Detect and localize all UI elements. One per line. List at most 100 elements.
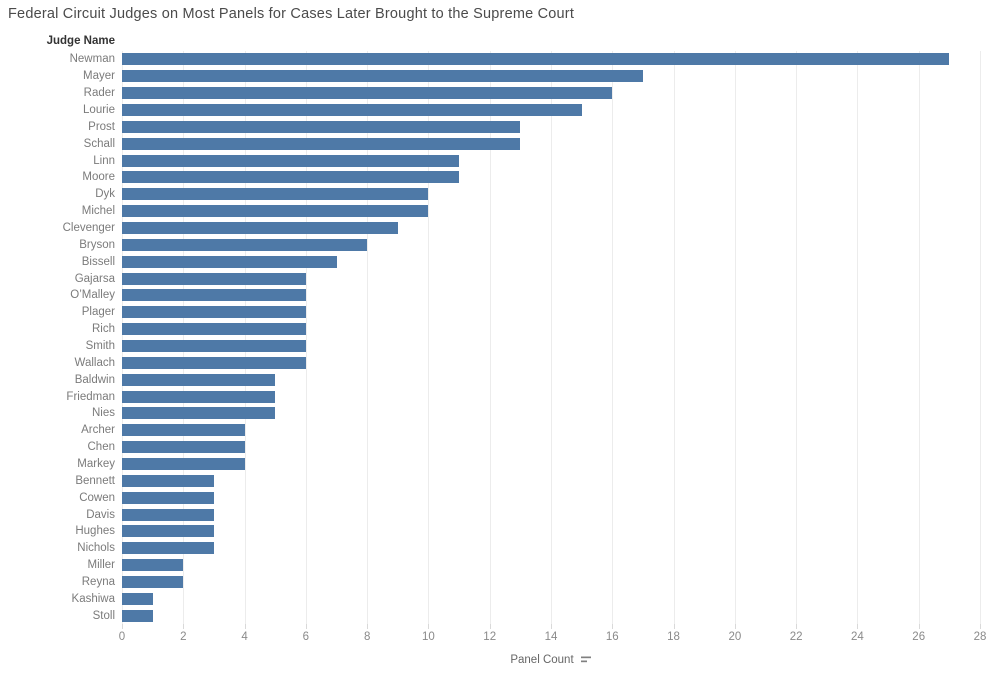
judge-label: Michel — [81, 205, 115, 218]
bar[interactable] — [122, 306, 306, 319]
bar[interactable] — [122, 188, 429, 201]
bar[interactable] — [122, 356, 306, 369]
judge-label: Moore — [82, 171, 115, 184]
bar-track — [122, 422, 980, 439]
judge-label: Lourie — [83, 104, 115, 116]
judge-label: Rader — [83, 87, 115, 100]
judge-label: O’Malley — [70, 289, 115, 302]
bar-track — [122, 506, 980, 523]
bar-row: Baldwin — [0, 371, 980, 388]
gridline — [122, 51, 123, 624]
bar[interactable] — [122, 474, 214, 487]
bar[interactable] — [122, 458, 245, 471]
bar-row: Bennett — [0, 472, 980, 489]
bar[interactable] — [122, 491, 214, 504]
x-axis-tick-label: 8 — [363, 631, 371, 643]
bar-row: Wallach — [0, 354, 980, 371]
x-axis-tick — [551, 624, 552, 629]
bar[interactable] — [122, 222, 398, 235]
bar[interactable] — [122, 289, 306, 302]
bar[interactable] — [122, 373, 276, 386]
x-axis-tick — [673, 624, 675, 629]
bar[interactable] — [122, 525, 214, 538]
judge-label: Reyna — [81, 576, 115, 589]
bar-row: Bryson — [0, 236, 980, 253]
bar-track — [122, 186, 980, 203]
bar[interactable] — [122, 424, 245, 437]
judge-label: Clevenger — [62, 222, 115, 235]
bar[interactable] — [122, 70, 643, 83]
judge-label: Smith — [85, 340, 115, 353]
bar-row: Prost — [0, 118, 980, 135]
bar[interactable] — [122, 238, 368, 251]
bar[interactable] — [122, 559, 184, 572]
bar[interactable] — [122, 205, 429, 218]
bar[interactable] — [122, 542, 214, 555]
bar[interactable] — [122, 390, 276, 403]
bar[interactable] — [122, 508, 214, 521]
bar-track — [122, 591, 980, 608]
bar[interactable] — [122, 323, 306, 336]
bar-row: Newman — [0, 51, 980, 68]
bar[interactable] — [122, 154, 460, 167]
bar[interactable] — [122, 592, 153, 605]
bar[interactable] — [122, 171, 460, 184]
judge-label: Markey — [77, 458, 115, 471]
bar[interactable] — [122, 87, 613, 100]
gridline — [244, 51, 246, 624]
bar-track — [122, 321, 980, 338]
x-axis-tick-label: 16 — [605, 631, 619, 643]
judge-label: Plager — [81, 306, 115, 319]
bar[interactable] — [122, 255, 337, 268]
x-axis-tick-label: 2 — [180, 631, 187, 643]
judge-label: Davis — [86, 508, 115, 521]
judge-label: Bennett — [75, 474, 115, 487]
bar-row: Davis — [0, 506, 980, 523]
judge-label: Friedman — [66, 390, 115, 403]
bar[interactable] — [122, 441, 245, 454]
judge-label: Archer — [81, 424, 115, 437]
x-axis-tick — [734, 624, 736, 629]
bar[interactable] — [122, 137, 521, 150]
judge-label: Rich — [91, 323, 115, 336]
bar-track — [122, 607, 980, 624]
bar-row: Moore — [0, 169, 980, 186]
x-axis-tick — [857, 624, 859, 629]
gridline — [551, 51, 552, 624]
bar-track — [122, 85, 980, 102]
bar-row: Rich — [0, 321, 980, 338]
bar-track — [122, 523, 980, 540]
x-axis-tick-label: 26 — [912, 631, 926, 643]
bar[interactable] — [122, 576, 184, 589]
x-axis-tick — [122, 624, 123, 629]
bar[interactable] — [122, 53, 950, 66]
bar[interactable] — [122, 609, 153, 622]
bar-track — [122, 287, 980, 304]
bar[interactable] — [122, 340, 306, 353]
bar[interactable] — [122, 407, 276, 420]
x-axis-tick — [612, 624, 614, 629]
judge-label: Kashiwa — [71, 592, 115, 605]
bar-row: Miller — [0, 557, 980, 574]
bar[interactable] — [122, 272, 306, 285]
x-axis-tick-label: 18 — [667, 631, 680, 643]
bar[interactable] — [122, 120, 521, 133]
bar-track — [122, 169, 980, 186]
bar-track — [122, 236, 980, 253]
x-axis-tick-label: 14 — [544, 631, 558, 643]
sort-descending-icon[interactable] — [580, 655, 592, 665]
x-axis-tick-label: 10 — [422, 631, 435, 643]
bar-track — [122, 388, 980, 405]
gridline — [367, 51, 369, 624]
bar[interactable] — [122, 104, 582, 116]
bar-row: Smith — [0, 338, 980, 355]
judge-label: Nichols — [77, 542, 115, 555]
gridline — [734, 51, 736, 624]
bar-track — [122, 439, 980, 456]
x-axis-tick — [305, 624, 307, 629]
gridlines-layer: 0 2 4 6 8 10 12 14 16 18 20 22 24 26 28 — [119, 51, 986, 643]
judge-label: Newman — [69, 53, 115, 66]
bar-row: Reyna — [0, 574, 980, 591]
gridline — [857, 51, 859, 624]
bar-row: Dyk — [0, 186, 980, 203]
